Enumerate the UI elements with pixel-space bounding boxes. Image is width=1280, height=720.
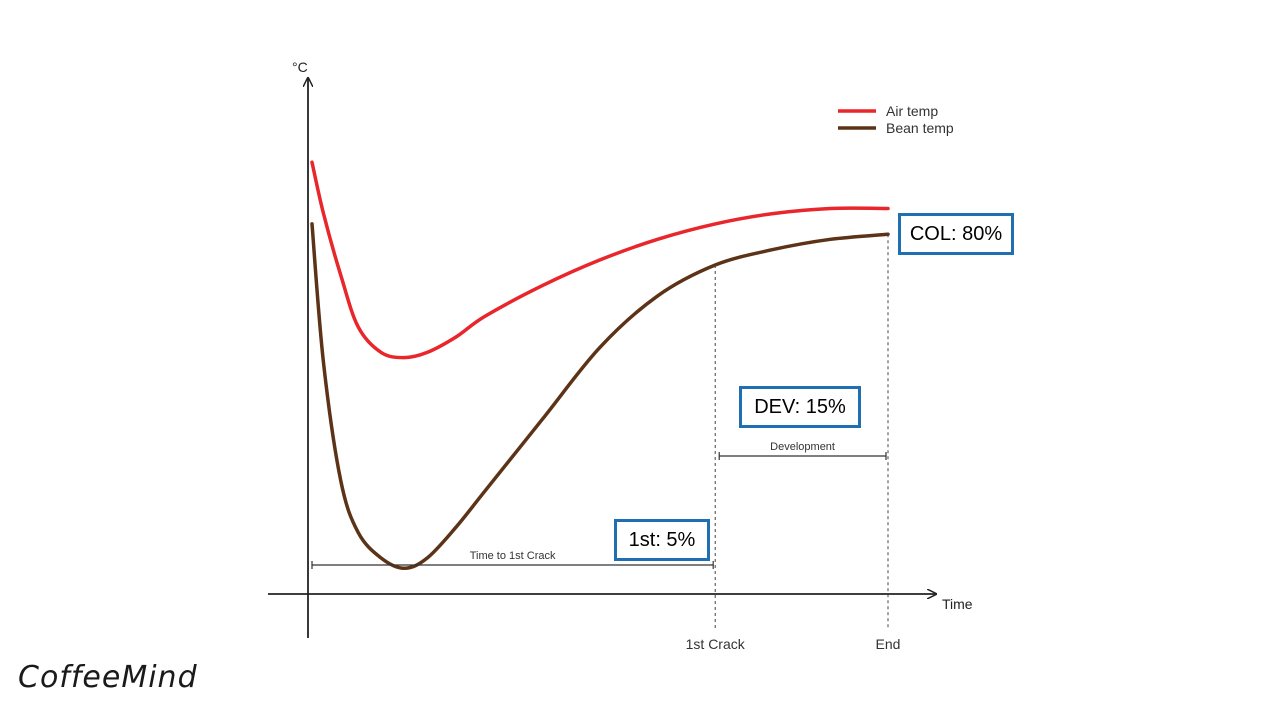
legend-label-bean-temp: Bean temp (886, 120, 954, 136)
callout-first: 1st: 5% (614, 519, 710, 561)
legend-label-air-temp: Air temp (886, 103, 938, 119)
x-axis-label: Time (942, 596, 973, 612)
span-time-to-1st-crack: Time to 1st Crack (311, 550, 714, 569)
tick-label-end: End (876, 636, 901, 652)
callout-dev: DEV: 15% (739, 386, 861, 428)
span-development: Development (718, 441, 887, 460)
span-label-development: Development (770, 441, 835, 453)
tick-label-1st-crack: 1st Crack (686, 636, 746, 652)
brand-logo: CoffeeMind (18, 660, 198, 695)
series-line-bean-temp (310, 222, 890, 571)
legend: Air temp Bean temp (838, 103, 954, 136)
span-label-time-to-1st-crack: Time to 1st Crack (470, 550, 556, 562)
series-line-air-temp (310, 160, 890, 360)
callout-col: COL: 80% (898, 213, 1014, 255)
y-axis-label: °C (292, 59, 308, 75)
